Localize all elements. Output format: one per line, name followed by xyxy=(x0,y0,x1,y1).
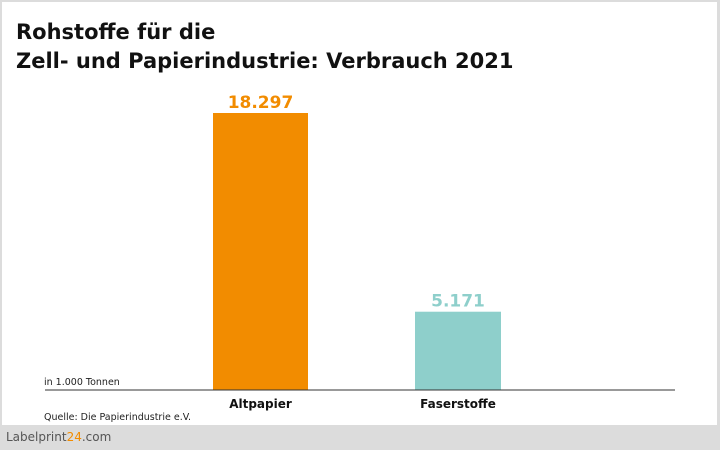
category-label: Faserstoffe xyxy=(420,397,496,411)
value-label: 18.297 xyxy=(228,93,294,113)
chart-title: Rohstoffe für die Zell- und Papierindust… xyxy=(16,18,514,76)
source-note: Quelle: Die Papierindustrie e.V. xyxy=(44,412,192,423)
title-line-2: Zell- und Papierindustrie: Verbrauch 202… xyxy=(16,49,514,73)
unit-label: in 1.000 Tonnen xyxy=(44,377,120,388)
chart-card xyxy=(2,2,717,425)
bar-altpapier xyxy=(213,113,308,390)
category-label: Altpapier xyxy=(229,397,292,411)
brand-logo: Labelprint24.com xyxy=(6,430,112,444)
title-line-1: Rohstoffe für die xyxy=(16,20,216,44)
bar-faserstoffe xyxy=(415,311,501,390)
value-label: 5.171 xyxy=(431,292,485,312)
